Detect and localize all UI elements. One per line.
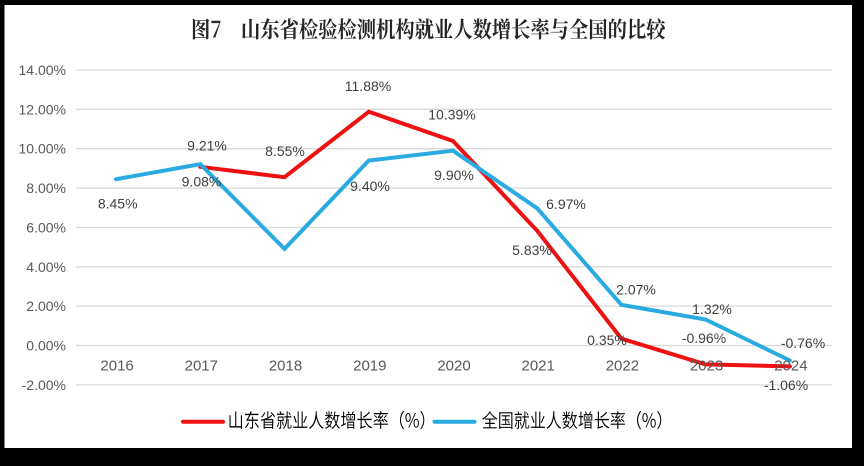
svg-text:6.97%: 6.97% <box>546 196 586 212</box>
svg-text:2021: 2021 <box>522 358 555 375</box>
svg-text:-1.06%: -1.06% <box>764 377 808 393</box>
svg-text:5.83%: 5.83% <box>512 242 552 258</box>
svg-text:8.45%: 8.45% <box>98 196 138 212</box>
svg-text:9.40%: 9.40% <box>350 178 390 194</box>
svg-text:2019: 2019 <box>353 358 386 375</box>
svg-text:-2.00%: -2.00% <box>22 377 66 393</box>
svg-text:2017: 2017 <box>185 358 218 375</box>
svg-text:10.39%: 10.39% <box>428 107 475 123</box>
svg-text:0.35%: 0.35% <box>587 332 627 348</box>
svg-text:2016: 2016 <box>100 358 133 375</box>
svg-text:-0.76%: -0.76% <box>781 335 825 351</box>
svg-text:14.00%: 14.00% <box>19 62 66 78</box>
svg-text:12.00%: 12.00% <box>19 101 66 117</box>
svg-text:8.55%: 8.55% <box>265 143 305 159</box>
svg-text:6.00%: 6.00% <box>26 219 66 235</box>
svg-text:11.88%: 11.88% <box>345 78 391 94</box>
svg-text:9.90%: 9.90% <box>434 167 474 183</box>
svg-text:10.00%: 10.00% <box>19 141 66 157</box>
svg-text:2022: 2022 <box>606 358 639 375</box>
svg-text:2018: 2018 <box>269 358 302 375</box>
svg-text:0.00%: 0.00% <box>26 338 66 354</box>
svg-text:-0.96%: -0.96% <box>682 330 726 346</box>
svg-text:2.07%: 2.07% <box>616 282 656 298</box>
svg-text:2.00%: 2.00% <box>26 298 66 314</box>
svg-text:4.00%: 4.00% <box>26 259 66 275</box>
svg-text:2020: 2020 <box>437 358 470 375</box>
svg-text:9.21%: 9.21% <box>187 138 227 154</box>
svg-text:8.00%: 8.00% <box>26 180 66 196</box>
svg-text:2024: 2024 <box>774 358 807 375</box>
svg-text:9.08%: 9.08% <box>182 174 222 190</box>
svg-text:2023: 2023 <box>690 358 723 375</box>
svg-text:1.32%: 1.32% <box>692 301 732 317</box>
